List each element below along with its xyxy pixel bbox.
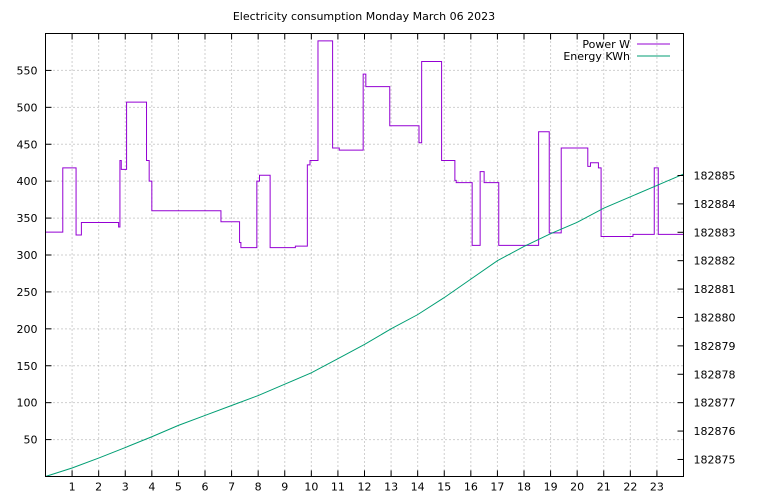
y2-tick-label: 182882: [694, 255, 736, 268]
y-tick-label: 50: [24, 434, 38, 447]
y2-tick-label: 182880: [694, 311, 736, 324]
x-tick-label: 6: [202, 481, 209, 494]
y2-tick-label: 182876: [694, 425, 736, 438]
y-tick-label: 100: [17, 397, 38, 410]
x-tick-label: 2: [95, 481, 102, 494]
x-tick-label: 7: [228, 481, 235, 494]
x-tick-label: 17: [490, 481, 504, 494]
y-tick-label: 500: [17, 101, 38, 114]
y-tick-label: 250: [17, 286, 38, 299]
x-tick-label: 14: [411, 481, 425, 494]
series-line-1: [45, 173, 684, 477]
y2-tick-label: 182885: [694, 169, 736, 182]
y2-tick-label: 182883: [694, 226, 736, 239]
y2-tick-label: 182881: [694, 283, 736, 296]
y-tick-label: 400: [17, 175, 38, 188]
legend-label: Energy KWh: [563, 50, 630, 63]
y-tick-label: 350: [17, 212, 38, 225]
y-tick-label: 200: [17, 323, 38, 336]
x-tick-label: 9: [281, 481, 288, 494]
y-tick-label: 550: [17, 64, 38, 77]
y2-tick-label: 182884: [694, 198, 736, 211]
x-tick-label: 11: [331, 481, 345, 494]
x-tick-label: 15: [437, 481, 451, 494]
y-tick-label: 300: [17, 249, 38, 262]
y2-tick-label: 182879: [694, 340, 736, 353]
x-tick-label: 16: [464, 481, 478, 494]
axis-ticks: 1 2 3 4 5 6 7 8 9 10 11 12 13 14 15 16 17 18 19 20 21 22 23501…: [17, 33, 736, 494]
x-tick-label: 3: [122, 481, 129, 494]
x-tick-label: 5: [175, 481, 182, 494]
y2-tick-label: 182875: [694, 453, 736, 466]
grid-lines: [45, 33, 684, 477]
x-tick-label: 12: [358, 481, 372, 494]
y-tick-label: 450: [17, 138, 38, 151]
x-tick-label: 20: [570, 481, 584, 494]
x-tick-label: 18: [517, 481, 531, 494]
x-tick-label: 22: [623, 481, 637, 494]
y-tick-label: 150: [17, 360, 38, 373]
x-tick-label: 19: [544, 481, 558, 494]
series-lines: [45, 40, 684, 477]
series-line-0: [45, 40, 684, 249]
x-tick-label: 8: [255, 481, 262, 494]
x-tick-label: 13: [384, 481, 398, 494]
x-tick-label: 21: [597, 481, 611, 494]
y2-tick-label: 182878: [694, 368, 736, 381]
chart-title: Electricity consumption Monday March 06 …: [233, 10, 495, 23]
legend-label: Power W: [582, 38, 630, 51]
x-tick-label: 4: [148, 481, 155, 494]
x-tick-label: 23: [650, 481, 664, 494]
x-tick-label: 1: [69, 481, 76, 494]
y2-tick-label: 182877: [694, 397, 736, 410]
x-tick-label: 10: [304, 481, 318, 494]
